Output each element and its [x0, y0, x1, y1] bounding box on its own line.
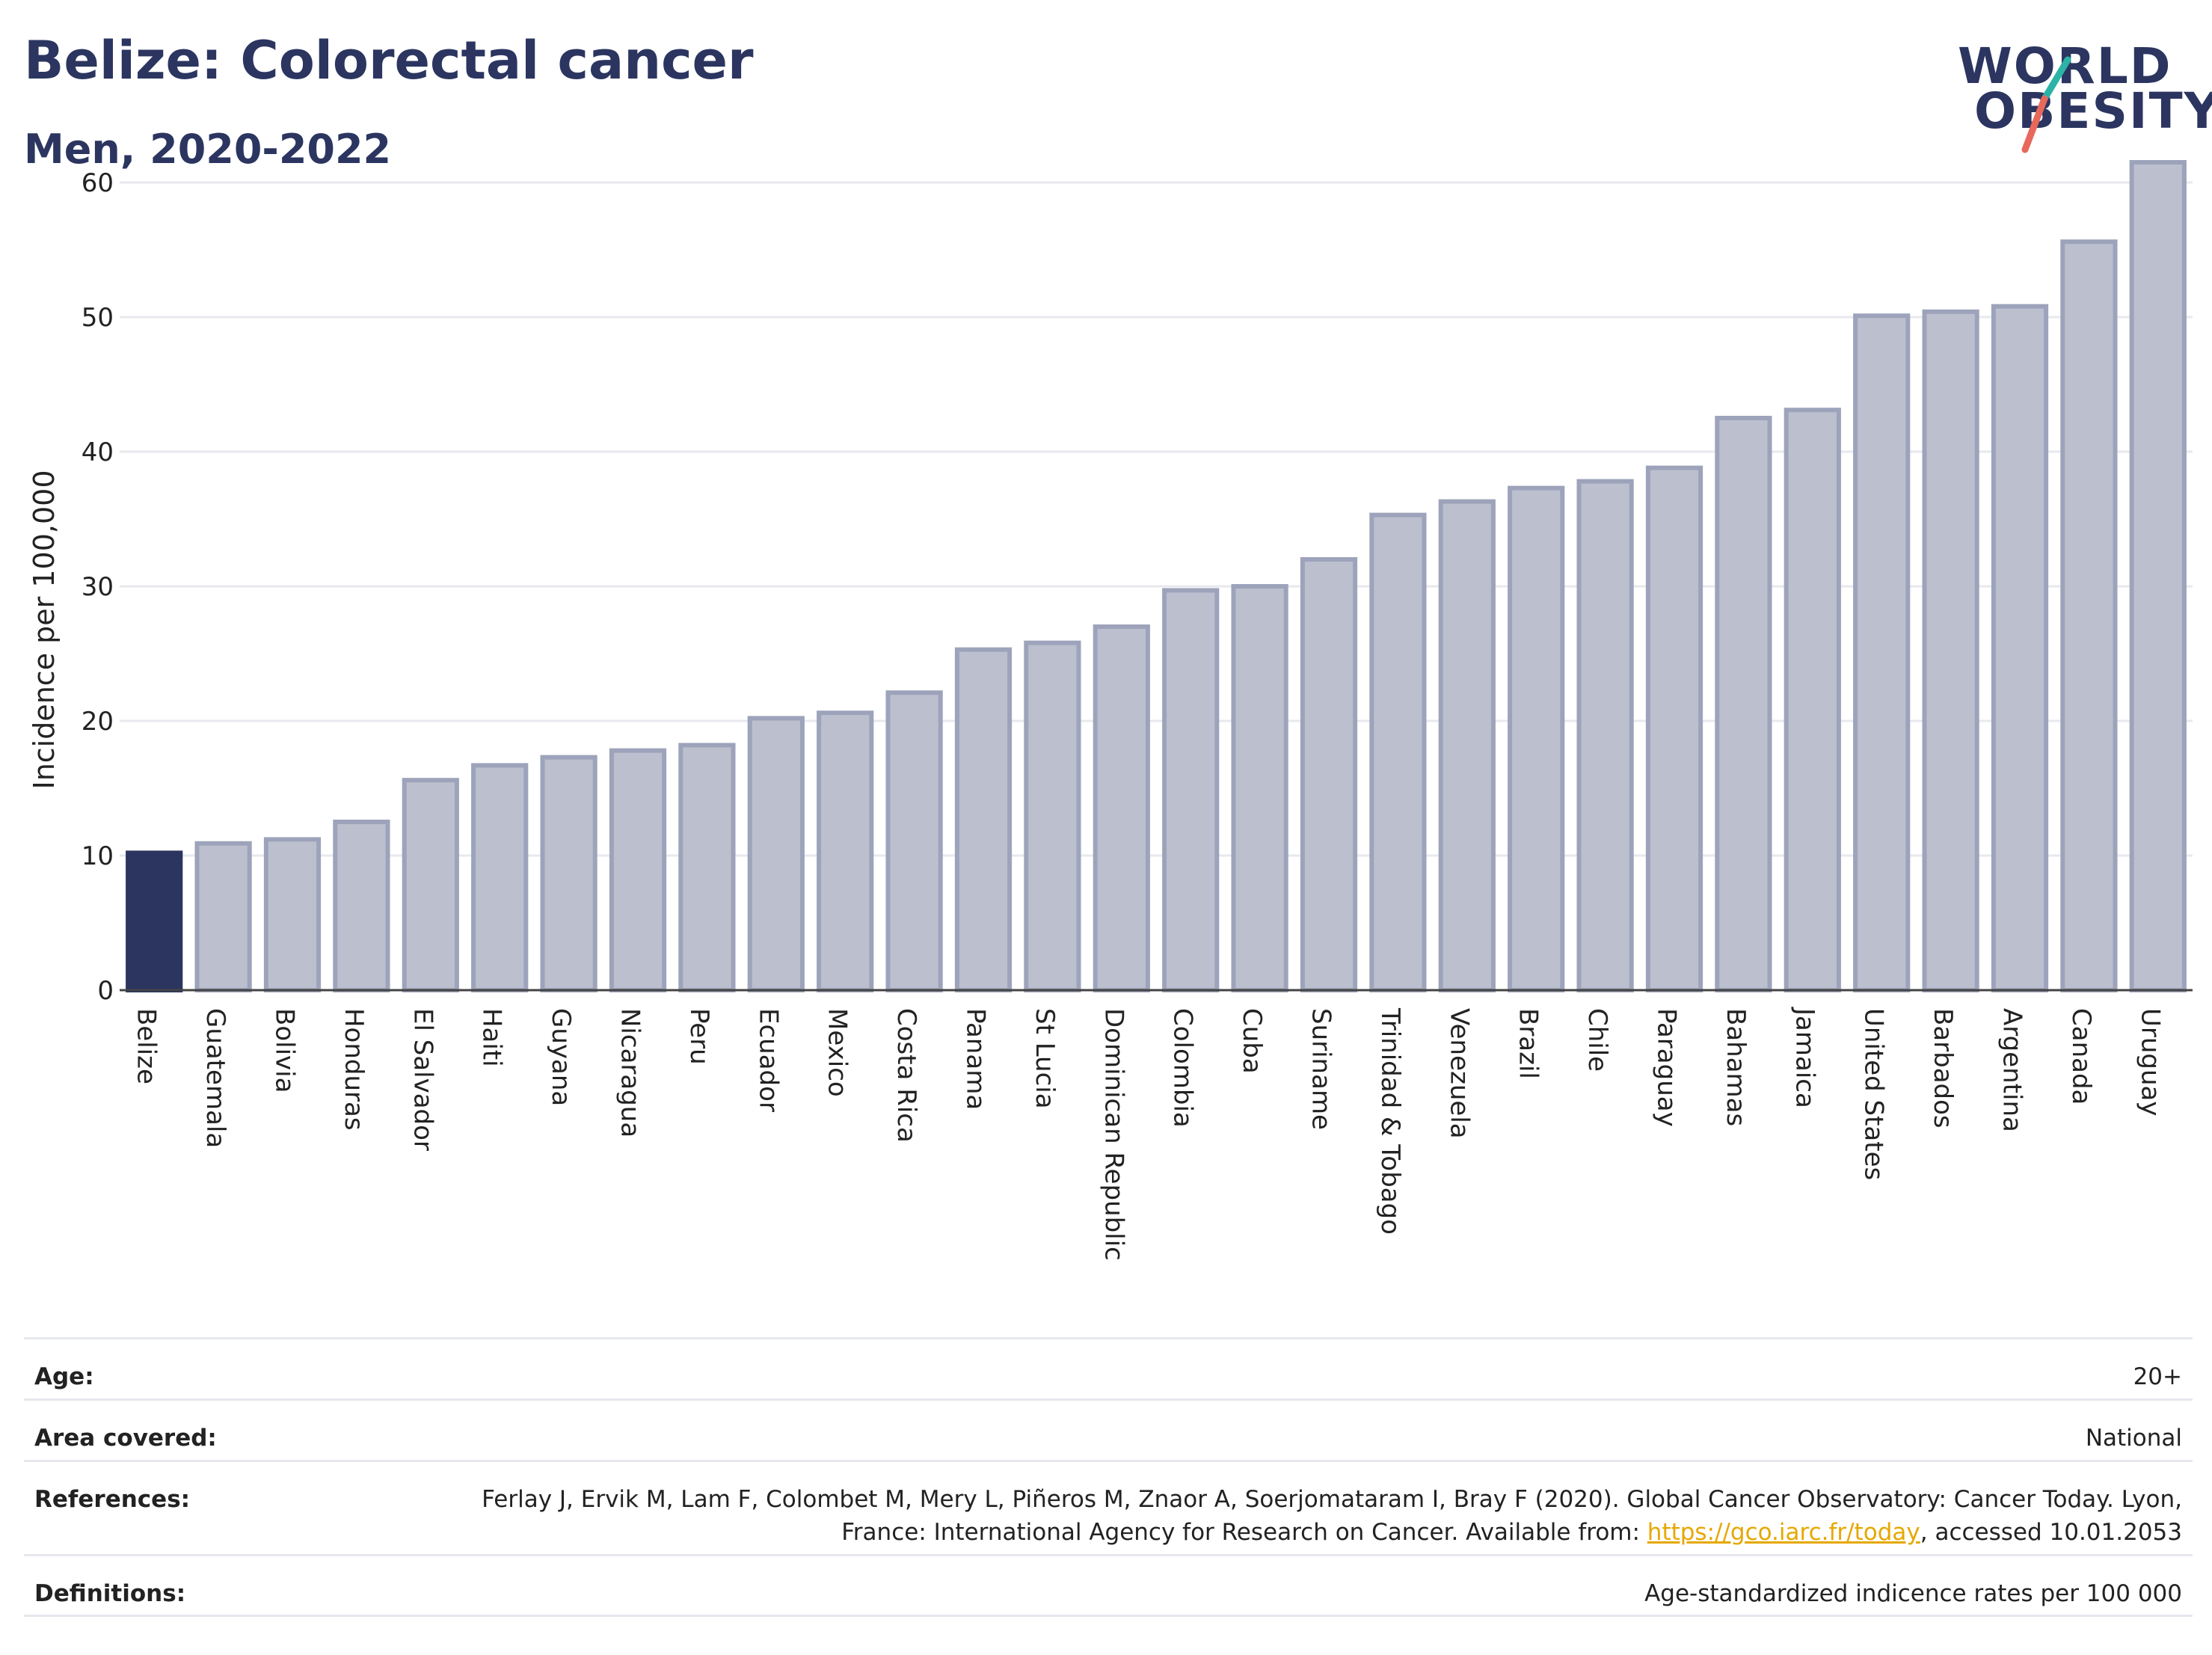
x-tick-label: Trinidad & Tobago [1375, 1007, 1405, 1235]
x-tick-label: Costa Rica [891, 1008, 921, 1143]
y-tick-label: 50 [82, 303, 114, 333]
y-tick-label: 60 [82, 168, 114, 198]
definitions-label: Definitions: [34, 1580, 186, 1607]
bar-haiti[interactable] [471, 763, 529, 993]
x-tick-label: Paraguay [1652, 1008, 1682, 1127]
bar-chart: 0 10 20 30 40 50 60 Belize Guatemala Bolivia Hond… [28, 160, 2193, 1261]
bar-paraguay[interactable] [1645, 465, 1703, 992]
bar-nicaragua[interactable] [609, 748, 667, 992]
logo-line-2: OBESITY [1974, 82, 2212, 140]
x-tick-label: Nicaragua [615, 1008, 645, 1137]
age-value: 20+ [2133, 1363, 2182, 1390]
bar-bolivia[interactable] [263, 837, 322, 993]
y-axis-label: Incidence per 100,000 [28, 470, 61, 789]
info-row-area: Area covered: National [24, 1398, 2193, 1460]
x-tick-label: Jamaica [1789, 1007, 1819, 1108]
bar-barbados[interactable] [1922, 309, 1979, 992]
info-row-age: Age: 20+ [24, 1337, 2193, 1398]
bar-dominican-republic[interactable] [1093, 624, 1150, 992]
x-tick-label: Bolivia [270, 1008, 300, 1093]
bar-colombia[interactable] [1162, 588, 1220, 992]
x-tick-label: Dominican Republic [1099, 1008, 1128, 1261]
references-link[interactable]: https://gco.iarc.fr/today [1647, 1519, 1920, 1546]
y-tick-label: 30 [82, 572, 114, 602]
x-tick-label: Honduras [339, 1008, 369, 1131]
x-tick-label: Belize [132, 1008, 162, 1084]
x-tick-label: El Salvador [408, 1008, 437, 1151]
bar-canada[interactable] [2060, 239, 2118, 992]
bar-ecuador[interactable] [747, 716, 805, 993]
x-tick-label: Chile [1582, 1008, 1612, 1072]
references-value: Ferlay J, Ervik M, Lam F, Colombet M, Me… [462, 1483, 2182, 1549]
bar-suriname[interactable] [1300, 557, 1358, 992]
x-tick-label: Colombia [1168, 1008, 1198, 1128]
x-tick-label: Venezuela [1444, 1008, 1474, 1139]
bar-peru[interactable] [678, 743, 736, 993]
bar-panama[interactable] [954, 647, 1013, 992]
chart-subtitle: Men, 2020-2022 [24, 126, 392, 173]
area-label: Area covered: [34, 1425, 217, 1452]
info-row-references: References: Ferlay J, Ervik M, Lam F, Co… [24, 1460, 2193, 1554]
bar-cuba[interactable] [1231, 584, 1288, 992]
x-tick-label: Canada [2066, 1008, 2096, 1105]
x-tick-label: Barbados [1928, 1008, 1958, 1129]
bars [126, 160, 2187, 993]
bar-el-salvador[interactable] [402, 778, 459, 992]
references-text: Ferlay J, Ervik M, Lam F, Colombet M, Me… [482, 1486, 2182, 1546]
bar-brazil[interactable] [1508, 485, 1565, 992]
y-axis-ticks: 0 10 20 30 40 50 60 [82, 168, 114, 1006]
x-tick-label: Cuba [1237, 1008, 1267, 1074]
references-accessed: , accessed 10.01.2053 [1920, 1519, 2182, 1546]
x-tick-label: Haiti [477, 1008, 507, 1067]
bar-guyana[interactable] [540, 755, 597, 992]
x-tick-label: Argentina [1997, 1008, 2027, 1132]
references-label: References: [34, 1486, 191, 1513]
x-axis-labels: Belize Guatemala Bolivia Honduras El Salvado… [132, 1007, 2166, 1261]
age-label: Age: [34, 1363, 94, 1390]
bar-uruguay[interactable] [2129, 160, 2187, 992]
x-tick-label: Guatemala [200, 1008, 230, 1148]
bar-venezuela[interactable] [1438, 499, 1496, 992]
x-tick-label: United States [1859, 1008, 1889, 1180]
bar-united-states[interactable] [1853, 313, 1911, 992]
x-tick-label: Uruguay [2135, 1008, 2165, 1117]
logo-slash-icon [2021, 56, 2071, 153]
y-tick-label: 10 [82, 841, 114, 871]
x-tick-label: Suriname [1306, 1008, 1336, 1130]
x-tick-label: St Lucia [1030, 1008, 1060, 1109]
chart-title: Belize: Colorectal cancer [24, 30, 754, 91]
x-tick-label: Peru [684, 1008, 714, 1065]
definitions-value: Age-standardized indicence rates per 100… [1644, 1580, 2182, 1607]
bar-jamaica[interactable] [1784, 408, 1841, 992]
x-tick-label: Panama [961, 1008, 991, 1110]
y-tick-label: 40 [82, 437, 114, 467]
x-tick-label: Bahamas [1721, 1008, 1751, 1126]
y-tick-label: 0 [97, 976, 114, 1006]
bar-bahamas[interactable] [1715, 416, 1772, 992]
area-value: National [2085, 1425, 2182, 1452]
bar-argentina[interactable] [1991, 304, 2049, 993]
x-tick-label: Mexico [823, 1008, 852, 1097]
x-tick-label: Brazil [1514, 1008, 1543, 1079]
bar-trinidad-tobago[interactable] [1369, 512, 1427, 992]
info-table: Age: 20+ Area covered: National Referenc… [24, 1337, 2193, 1617]
bar-st-lucia[interactable] [1024, 640, 1081, 992]
bar-costa-rica[interactable] [885, 690, 943, 992]
world-obesity-logo: WORLD OBESITY [1944, 37, 2212, 165]
bar-chile[interactable] [1576, 479, 1634, 992]
info-row-definitions: Definitions: Age-standardized indicence … [24, 1554, 2193, 1617]
x-tick-label: Ecuador [753, 1008, 783, 1112]
y-tick-label: 20 [82, 707, 114, 737]
bar-guatemala[interactable] [194, 841, 252, 993]
bar-belize[interactable] [126, 850, 183, 993]
bar-mexico[interactable] [817, 710, 874, 992]
x-tick-label: Guyana [546, 1008, 576, 1106]
bar-honduras[interactable] [333, 820, 390, 992]
